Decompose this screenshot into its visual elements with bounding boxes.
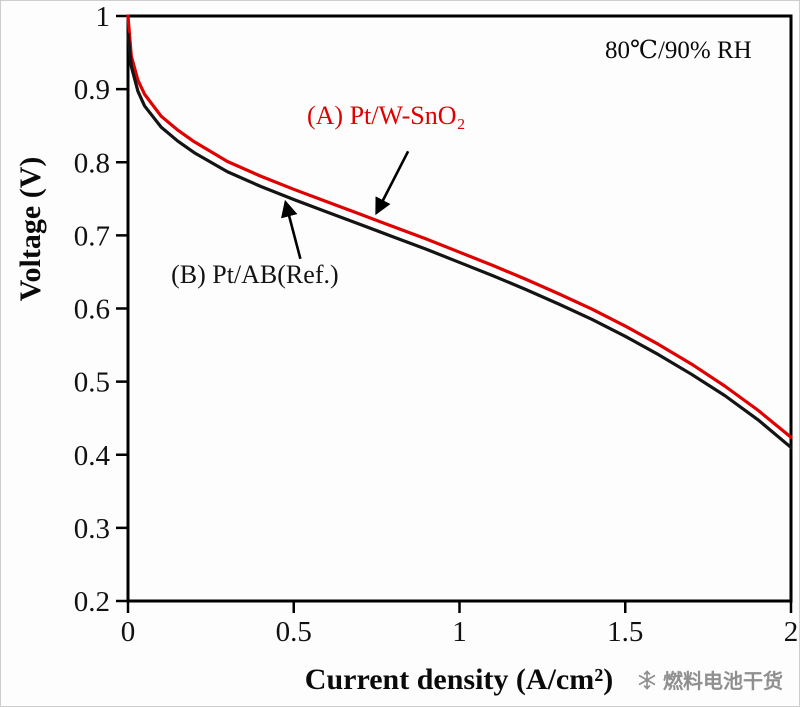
condition-label: 80℃/90% RH <box>605 37 752 64</box>
x-tick-label: 0 <box>121 616 136 648</box>
watermark-text: 燃料电池干货 <box>663 671 783 693</box>
plot-border <box>126 14 793 603</box>
x-tick-label: 0.5 <box>276 616 312 648</box>
y-tick-label: 0.2 <box>74 586 110 618</box>
y-tick-label: 0.5 <box>74 367 110 399</box>
y-tick-label: 0.7 <box>74 220 110 252</box>
watermark: 燃料电池干货 <box>637 665 783 694</box>
x-axis-title: Current density (A/cm²) <box>304 663 614 696</box>
y-tick-label: 1 <box>96 1 111 33</box>
y-tick-label: 0.8 <box>74 147 110 179</box>
snowflake-icon <box>638 670 656 689</box>
curve-0 <box>126 14 793 439</box>
x-tick-label: 2 <box>784 616 799 648</box>
annotation-arrow-0 <box>375 150 410 216</box>
y-tick-label: 0.3 <box>74 513 110 545</box>
series-label-0: (A) Pt/W-SnO₂ <box>307 101 466 130</box>
x-tick-label: 1 <box>452 616 467 648</box>
curve-1 <box>126 32 793 450</box>
y-tick-label: 0.4 <box>74 440 111 472</box>
y-tick-label: 0.6 <box>74 294 110 326</box>
y-axis-title: Voltage (V) <box>14 156 47 302</box>
series-label-1: (B) Pt/AB(Ref.) <box>171 260 339 289</box>
y-tick-label: 0.9 <box>74 74 110 106</box>
x-tick-label: 1.5 <box>607 616 643 648</box>
annotation-arrow-1 <box>281 199 302 260</box>
